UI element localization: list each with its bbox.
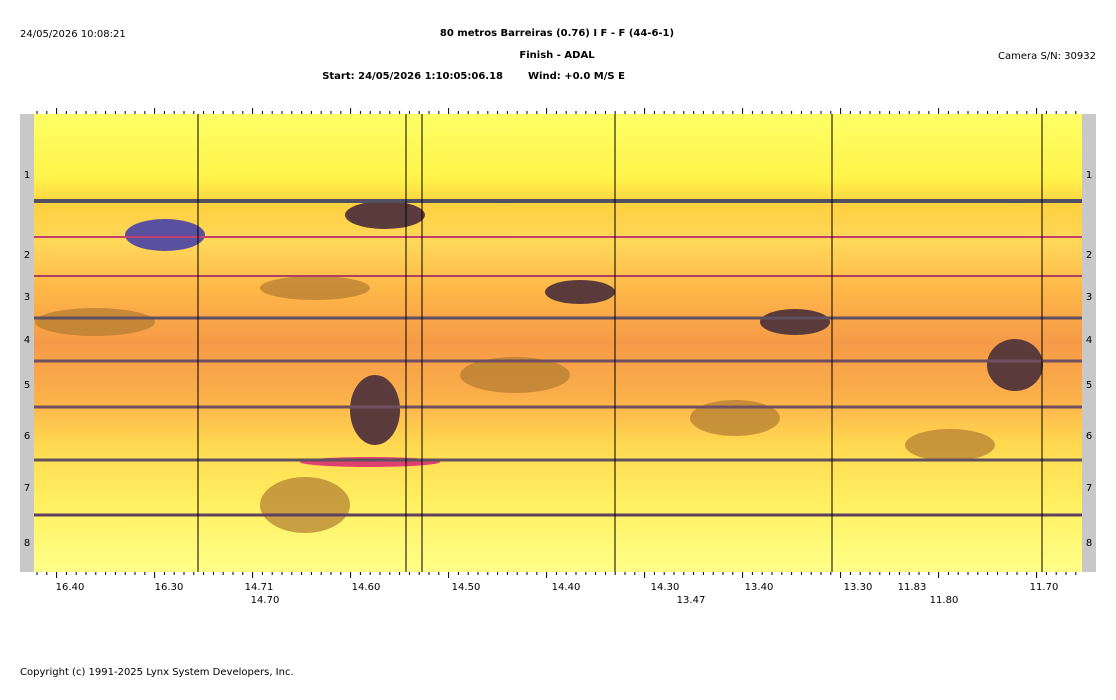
event-title: 80 metros Barreiras (0.76) I F - F (44-6… <box>440 28 674 39</box>
lane-number: 3 <box>1086 292 1092 303</box>
time-label: 11.83 <box>898 582 927 593</box>
lane-number: 7 <box>1086 483 1092 494</box>
lane-number: 6 <box>1086 431 1092 442</box>
time-label: 11.70 <box>1030 582 1059 593</box>
lane-number: 8 <box>1086 538 1092 549</box>
lane-number: 4 <box>1086 335 1092 346</box>
time-label: 16.30 <box>155 582 184 593</box>
time-label: 14.40 <box>552 582 581 593</box>
camera-serial: Camera S/N: 30932 <box>998 51 1096 62</box>
copyright: Copyright (c) 1991-2025 Lynx System Deve… <box>20 667 294 678</box>
lane-number: 2 <box>24 250 30 261</box>
lane-number: 5 <box>24 380 30 391</box>
time-label: 11.80 <box>930 595 959 606</box>
lane-number: 2 <box>1086 250 1092 261</box>
lane-number: 4 <box>24 335 30 346</box>
time-label: 13.47 <box>677 595 706 606</box>
lane-number: 8 <box>24 538 30 549</box>
shadows <box>35 276 995 533</box>
time-label: 13.40 <box>745 582 774 593</box>
lane-number: 7 <box>24 483 30 494</box>
lane-number: 3 <box>24 292 30 303</box>
time-label: 14.30 <box>651 582 680 593</box>
lane-number: 6 <box>24 431 30 442</box>
event-subtitle: Finish - ADAL <box>519 50 595 61</box>
timestamp: 24/05/2026 10:08:21 <box>20 29 126 40</box>
runners <box>125 201 1043 467</box>
finish-image <box>34 114 1082 572</box>
time-label: 13.30 <box>844 582 873 593</box>
lane-number: 5 <box>1086 380 1092 391</box>
wind: Wind: +0.0 M/S E <box>528 71 625 82</box>
time-label: 14.60 <box>352 582 381 593</box>
time-label: 14.70 <box>251 595 280 606</box>
lane-number: 1 <box>24 170 30 181</box>
right-strip <box>1082 114 1096 572</box>
lane-number: 1 <box>1086 170 1092 181</box>
time-label: 14.50 <box>452 582 481 593</box>
start-time: Start: 24/05/2026 1:10:05:06.18 <box>322 71 503 82</box>
time-label: 14.71 <box>245 582 274 593</box>
time-label: 16.40 <box>56 582 85 593</box>
left-strip <box>20 114 34 572</box>
